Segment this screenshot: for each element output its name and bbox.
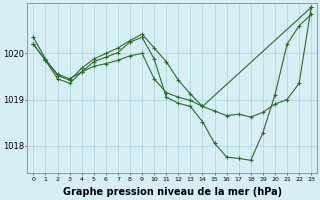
X-axis label: Graphe pression niveau de la mer (hPa): Graphe pression niveau de la mer (hPa) [63,187,282,197]
